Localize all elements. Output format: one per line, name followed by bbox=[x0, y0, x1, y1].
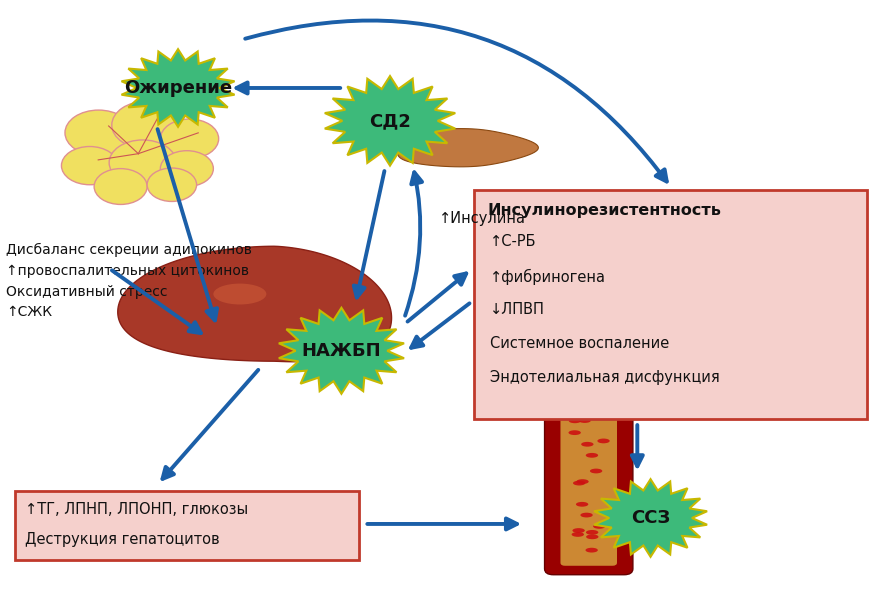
Text: Ожирение: Ожирение bbox=[124, 79, 232, 97]
Text: ↑Инсулина: ↑Инсулина bbox=[439, 211, 525, 226]
Text: СД2: СД2 bbox=[369, 112, 411, 130]
FancyArrowPatch shape bbox=[158, 129, 217, 320]
Ellipse shape bbox=[569, 430, 581, 435]
Text: ↑С-РБ: ↑С-РБ bbox=[490, 235, 536, 250]
Ellipse shape bbox=[581, 442, 594, 446]
Text: Дисбаланс секреции адипокинов
↑провоспалительных цитокинов
Оксидативный стресс
↑: Дисбаланс секреции адипокинов ↑провоспал… bbox=[6, 243, 252, 319]
Ellipse shape bbox=[567, 415, 579, 420]
FancyArrowPatch shape bbox=[237, 82, 340, 94]
Polygon shape bbox=[118, 246, 392, 362]
Circle shape bbox=[160, 151, 214, 187]
Circle shape bbox=[94, 169, 147, 205]
Circle shape bbox=[112, 101, 183, 149]
Ellipse shape bbox=[573, 481, 586, 485]
Ellipse shape bbox=[579, 418, 591, 423]
Circle shape bbox=[109, 140, 176, 185]
FancyArrowPatch shape bbox=[632, 425, 643, 466]
Text: ↑ТГ, ЛПНП, ЛПОНП, глюкозы: ↑ТГ, ЛПНП, ЛПОНП, глюкозы bbox=[25, 502, 248, 517]
Circle shape bbox=[160, 119, 219, 158]
Ellipse shape bbox=[586, 453, 598, 458]
Text: Инсулинорезистентность: Инсулинорезистентность bbox=[487, 203, 721, 218]
Ellipse shape bbox=[586, 548, 598, 553]
Text: Деструкция гепатоцитов: Деструкция гепатоцитов bbox=[25, 532, 220, 547]
Text: Эндотелиальная дисфункция: Эндотелиальная дисфункция bbox=[490, 370, 719, 385]
Circle shape bbox=[147, 168, 197, 202]
Circle shape bbox=[65, 110, 132, 155]
FancyBboxPatch shape bbox=[15, 491, 359, 560]
Polygon shape bbox=[594, 479, 707, 557]
FancyArrowPatch shape bbox=[112, 271, 201, 333]
Ellipse shape bbox=[597, 439, 610, 443]
Text: ↑фибриногена: ↑фибриногена bbox=[490, 268, 606, 284]
Ellipse shape bbox=[593, 524, 605, 529]
FancyArrowPatch shape bbox=[245, 20, 667, 182]
FancyArrowPatch shape bbox=[162, 370, 259, 479]
Ellipse shape bbox=[576, 479, 588, 484]
Ellipse shape bbox=[572, 528, 585, 533]
FancyArrowPatch shape bbox=[405, 172, 422, 316]
FancyBboxPatch shape bbox=[545, 395, 633, 575]
Circle shape bbox=[61, 146, 118, 185]
Polygon shape bbox=[325, 76, 455, 166]
Polygon shape bbox=[279, 308, 404, 394]
FancyArrowPatch shape bbox=[408, 274, 466, 322]
FancyBboxPatch shape bbox=[561, 404, 617, 566]
Ellipse shape bbox=[214, 284, 267, 304]
Text: ССЗ: ССЗ bbox=[631, 509, 670, 527]
Ellipse shape bbox=[590, 469, 602, 473]
Ellipse shape bbox=[587, 535, 598, 539]
Ellipse shape bbox=[580, 512, 593, 517]
Text: ↓ЛПВП: ↓ЛПВП bbox=[490, 302, 545, 317]
Text: Системное воспаление: Системное воспаление bbox=[490, 337, 669, 352]
FancyArrowPatch shape bbox=[411, 304, 470, 348]
Polygon shape bbox=[397, 128, 539, 167]
FancyBboxPatch shape bbox=[474, 190, 867, 419]
Ellipse shape bbox=[586, 530, 598, 535]
Ellipse shape bbox=[569, 418, 581, 423]
FancyArrowPatch shape bbox=[368, 518, 517, 530]
Polygon shape bbox=[121, 49, 235, 127]
Ellipse shape bbox=[571, 532, 584, 537]
Text: НАЖБП: НАЖБП bbox=[301, 342, 381, 360]
FancyArrowPatch shape bbox=[354, 171, 385, 298]
Ellipse shape bbox=[576, 502, 588, 506]
